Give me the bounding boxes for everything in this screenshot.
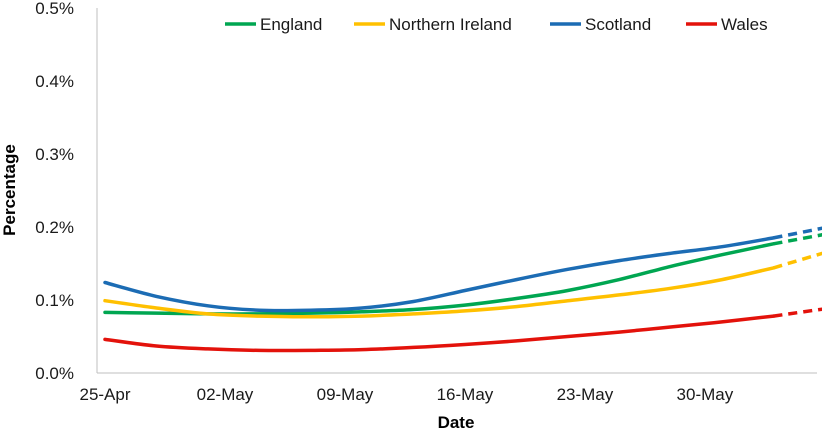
legend-item: England [225,15,322,34]
x-tick-label: 16-May [437,385,494,404]
series-layer [103,226,822,353]
y-tick-labels: 0.0% 0.1% 0.2% 0.3% 0.4% 0.5% [35,0,74,383]
series-wales [103,307,822,353]
series-line-projected [772,251,822,270]
legend-label: Northern Ireland [389,15,512,34]
y-tick-label: 0.5% [35,0,74,18]
y-axis-title: Percentage [0,144,19,236]
x-tick-label: 02-May [197,385,254,404]
y-tick-label: 0.3% [35,145,74,164]
legend: England Northern Ireland Scotland Wales [225,15,768,34]
series-line-projected [773,226,822,240]
x-tick-label: 23-May [557,385,614,404]
series-line-solid [103,266,776,319]
y-tick-label: 0.1% [35,291,74,310]
x-axis-title: Date [438,413,475,432]
legend-item: Northern Ireland [354,15,512,34]
series-line-solid [103,236,776,313]
y-tick-label: 0.4% [35,72,74,91]
legend-label: Wales [721,15,768,34]
series-line-projected [773,233,822,246]
legend-label: Scotland [585,15,651,34]
legend-label: England [260,15,322,34]
series-scotland [103,226,822,313]
series-line-projected [773,307,822,318]
x-tick-labels: 25-Apr 02-May 09-May 16-May 23-May 30-May [79,385,733,404]
x-tick-label: 25-Apr [79,385,130,404]
x-tick-label: 30-May [677,385,734,404]
y-tick-label: 0.0% [35,364,74,383]
series-northern-ireland [103,251,822,319]
legend-item: Scotland [550,15,651,34]
x-tick-label: 09-May [317,385,374,404]
series-line-solid [103,314,776,353]
legend-item: Wales [686,15,768,34]
y-tick-label: 0.2% [35,218,74,237]
